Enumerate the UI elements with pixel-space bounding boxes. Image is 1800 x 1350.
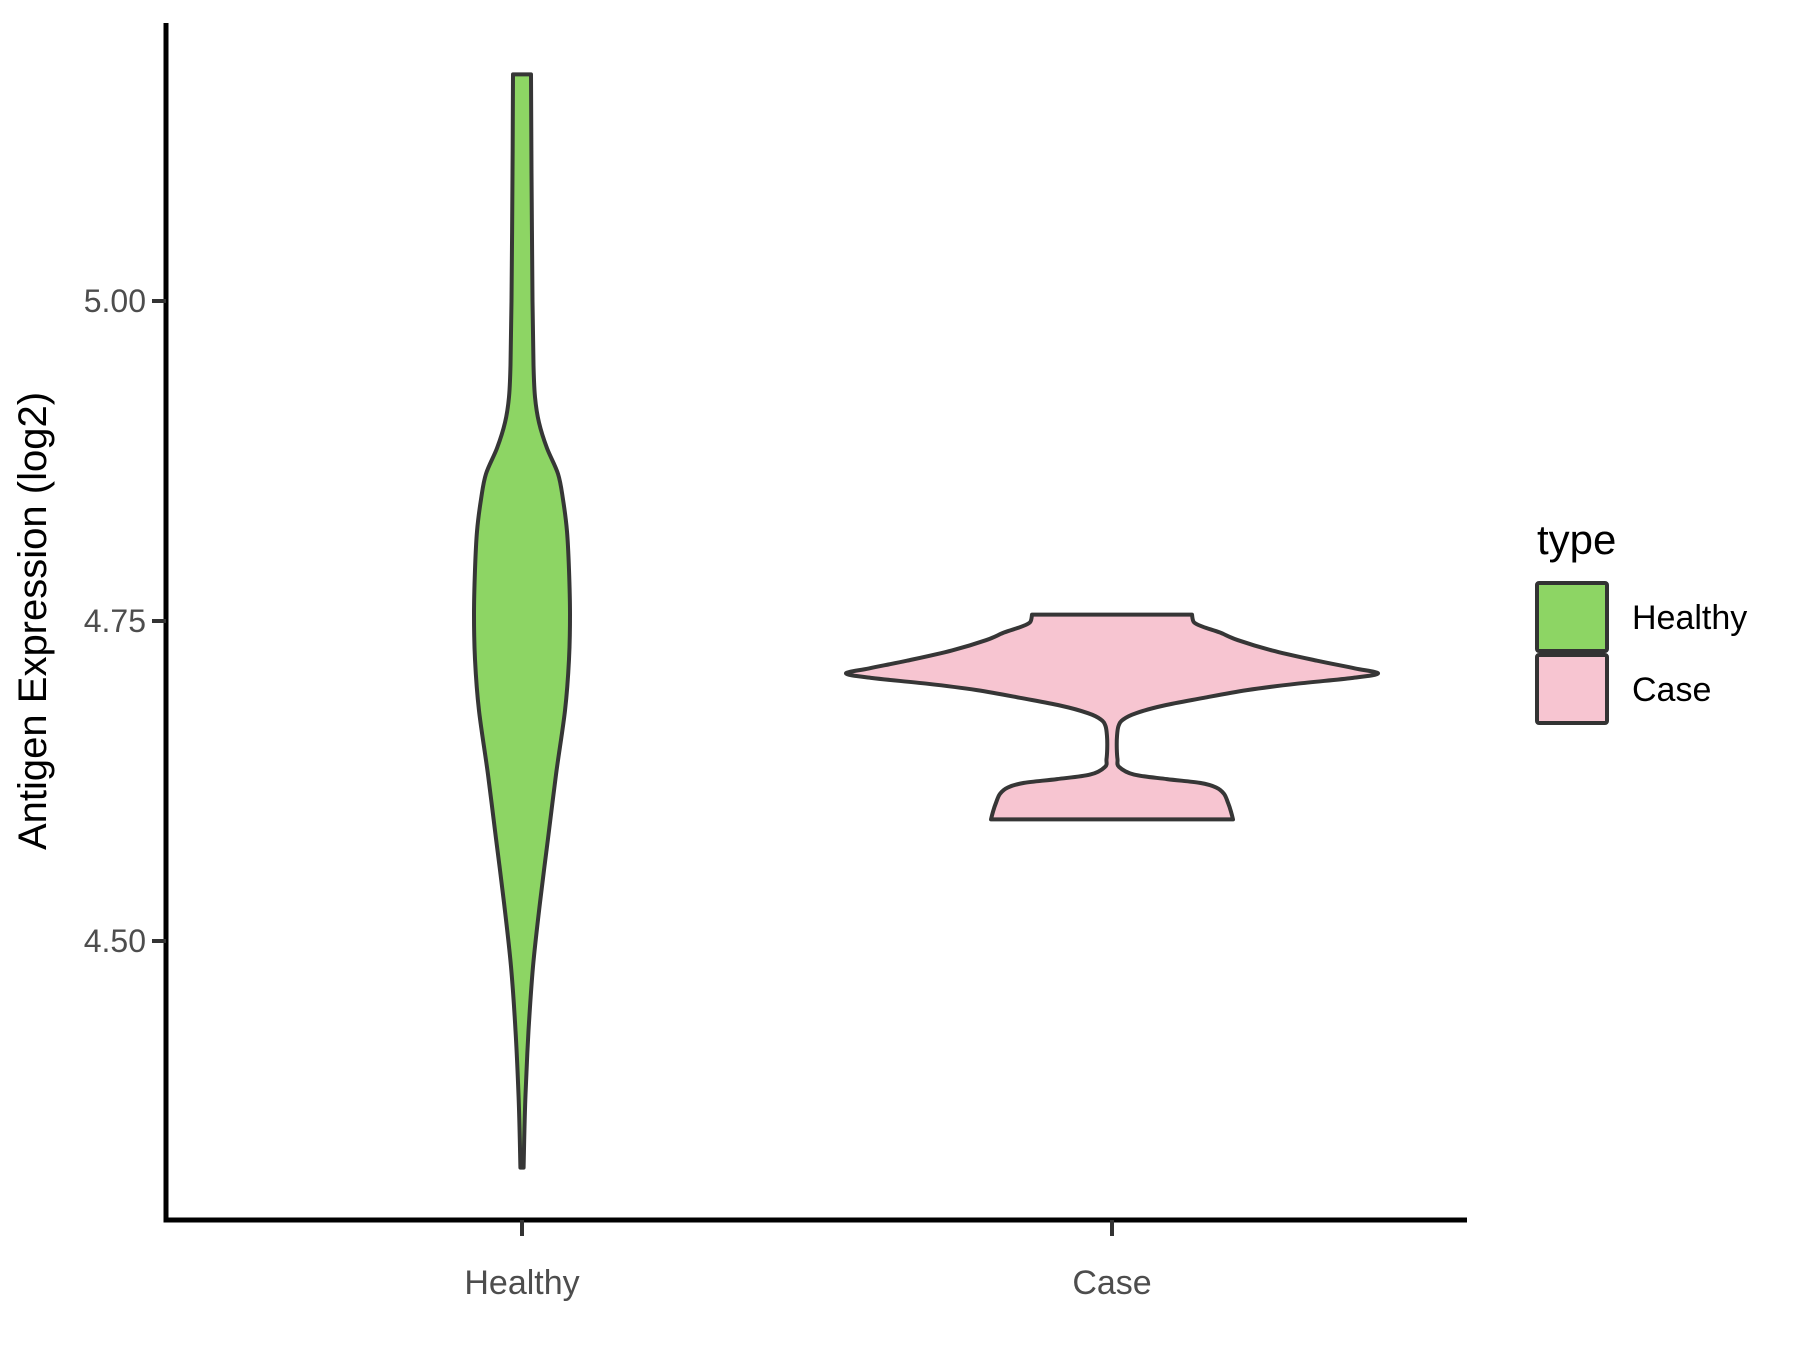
y-tick-label: 5.00	[84, 283, 146, 319]
violin-case	[843, 612, 1381, 822]
legend-label-case: Case	[1632, 671, 1711, 709]
y-tick-label: 4.75	[84, 603, 146, 639]
x-axis-ticks: Healthy Case	[464, 1220, 1152, 1302]
legend: type Healthy Case	[1535, 516, 1747, 725]
y-axis-title: Antigen Expression (log2)	[11, 392, 55, 850]
x-category-label-case: Case	[1072, 1264, 1151, 1302]
legend-label-healthy: Healthy	[1632, 599, 1747, 637]
violin-healthy	[472, 72, 572, 1170]
violins-group	[472, 72, 1381, 1170]
legend-items: Healthy Case	[1535, 581, 1747, 725]
y-tick-label: 4.50	[84, 923, 146, 959]
legend-swatch-healthy	[1535, 581, 1609, 653]
y-axis-ticks: 5.00 4.75 4.50	[84, 283, 166, 959]
legend-title: type	[1537, 516, 1616, 563]
x-category-label-healthy: Healthy	[464, 1264, 579, 1302]
legend-swatch-case	[1535, 653, 1609, 725]
